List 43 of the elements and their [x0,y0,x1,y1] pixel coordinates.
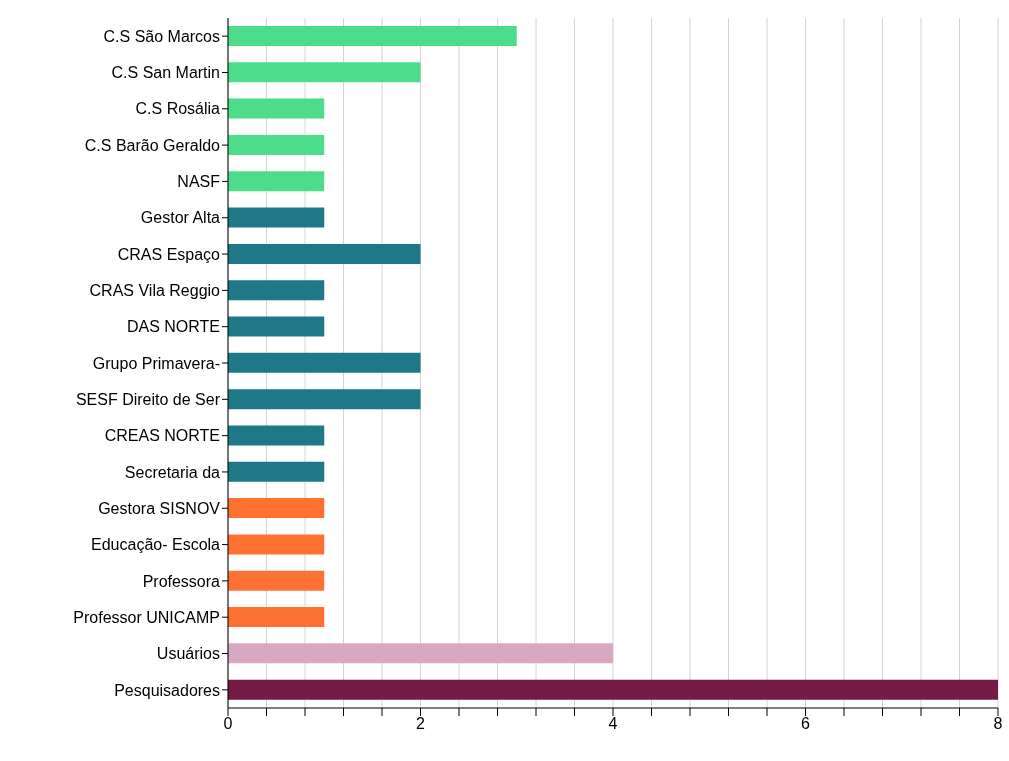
y-tick-label: NASF [177,173,221,191]
y-tick-label: DAS NORTE [126,318,220,336]
bar [228,461,325,482]
y-tick-label: Gestora SISNOV [98,499,221,517]
bar [228,389,421,410]
y-tick-label: CRAS Espaço [117,245,221,263]
bar [228,679,998,700]
y-tick-label: Professor UNICAMP [73,608,220,626]
y-tick-label: C.S Barão Geraldo [84,136,221,154]
y-tick-label: Pesquisadores [114,681,220,699]
y-tick-label: Gestor Alta [140,209,221,227]
bar [228,25,517,46]
bar [228,643,613,664]
x-tick-label: 8 [993,715,1003,733]
y-tick-label: Secretaria da [124,463,221,481]
bar [228,534,325,555]
y-tick-label: Educação- Escola [91,536,221,554]
bar [228,570,325,591]
y-tick-label: CRAS Vila Reggio [89,282,221,300]
y-tick-label: Usuários [156,645,220,663]
y-tick-label: CREAS NORTE [104,427,220,445]
bar [228,98,325,119]
y-tick-label: C.S Rosália [135,100,221,118]
bar [228,425,325,446]
y-tick-label: C.S San Martin [111,64,220,82]
bar [228,607,325,628]
bar [228,62,421,83]
x-tick-label: 6 [801,715,811,733]
y-tick-label: Professora [142,572,221,590]
y-tick-label: C.S São Marcos [103,27,220,45]
bar [228,280,325,301]
x-tick-label: 0 [223,715,233,733]
bar [228,207,325,228]
x-tick-label: 2 [416,715,426,733]
bar [228,134,325,155]
bar [228,498,325,519]
bar [228,243,421,264]
bar [228,171,325,192]
y-tick-label: Grupo Primavera- [92,354,220,372]
y-tick-label: SESF Direito de Ser [75,391,221,408]
bar [228,352,421,373]
x-tick-label: 4 [608,715,618,733]
bar [228,316,325,337]
